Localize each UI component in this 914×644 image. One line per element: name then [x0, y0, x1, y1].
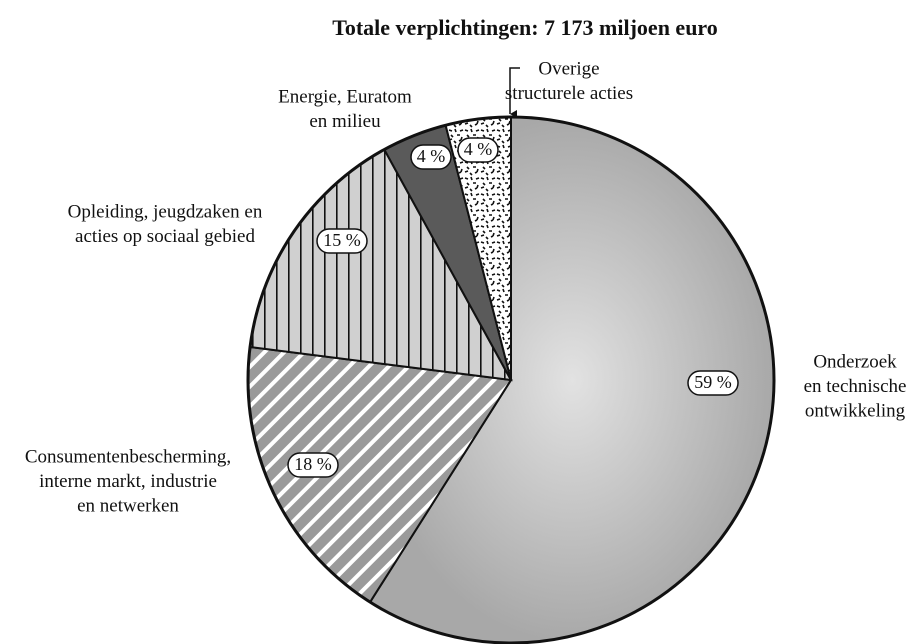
- value-label: 18 %: [294, 454, 332, 474]
- category-label: Onderzoek: [813, 351, 897, 372]
- value-label: 15 %: [323, 230, 361, 250]
- value-label: 59 %: [694, 372, 732, 392]
- category-label: acties op sociaal gebied: [75, 226, 255, 247]
- category-label: en netwerken: [77, 495, 179, 516]
- value-label: 4 %: [417, 146, 446, 166]
- category-label: Overige: [538, 58, 599, 79]
- category-label: interne markt, industrie: [39, 471, 217, 492]
- category-label: Opleiding, jeugdzaken en: [68, 201, 263, 222]
- value-label-box: [316, 228, 368, 254]
- category-label: ontwikkeling: [805, 400, 906, 421]
- value-label-box: [457, 137, 499, 163]
- category-label: Energie, Euratom: [278, 86, 412, 107]
- category-label: structurele acties: [505, 83, 633, 104]
- value-label-box: [410, 144, 452, 170]
- value-label: 4 %: [464, 139, 493, 159]
- category-label: Consumentenbescherming,: [25, 446, 231, 467]
- pie-outline: [246, 115, 776, 644]
- value-label-box: [287, 452, 339, 478]
- leader-line: [509, 67, 520, 118]
- chart-title: Totale verplichtingen: 7 173 miljoen eur…: [332, 15, 718, 40]
- category-label: en milieu: [309, 111, 381, 132]
- value-label-box: [687, 370, 739, 396]
- category-label: en technische: [804, 376, 907, 397]
